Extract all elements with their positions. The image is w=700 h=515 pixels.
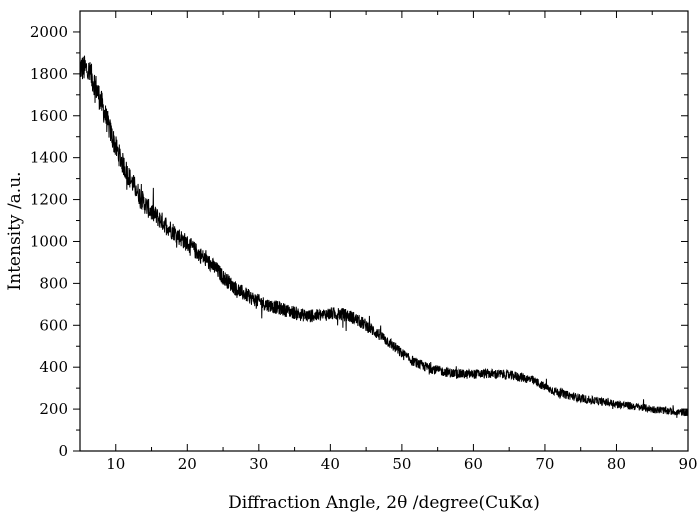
x-tick-label: 30 [249,455,268,473]
plot-frame [79,10,689,452]
y-tick-label: 1400 [30,149,68,167]
x-tick-label: 80 [607,455,626,473]
x-tick-label: 90 [678,455,697,473]
series-line [79,55,689,418]
x-tick-label: 20 [178,455,197,473]
y-tick-label: 0 [58,442,68,460]
y-tick-label: 400 [39,358,68,376]
x-tick-label: 40 [321,455,340,473]
axis-ticks [73,11,689,452]
x-tick-label: 10 [106,455,125,473]
x-tick-label: 50 [392,455,411,473]
y-tick-label: 1000 [30,232,68,250]
y-tick-label: 1800 [30,65,68,83]
x-axis-title: Diffraction Angle, 2θ /degree(CuKα) [228,493,540,513]
y-tick-label: 200 [39,400,68,418]
y-tick-label: 1200 [30,191,68,209]
y-tick-label: 1600 [30,107,68,125]
y-tick-label: 800 [39,274,68,292]
y-axis-title: Intensity /a.u. [5,171,25,290]
tick-labels: 10 20 30 40 50 60 70 80 90 0 200 400 600 800 1000 1200 1… [30,23,698,473]
x-tick-label: 60 [464,455,483,473]
x-tick-label: 70 [535,455,554,473]
y-tick-label: 600 [39,316,68,334]
y-tick-label: 2000 [30,23,68,41]
